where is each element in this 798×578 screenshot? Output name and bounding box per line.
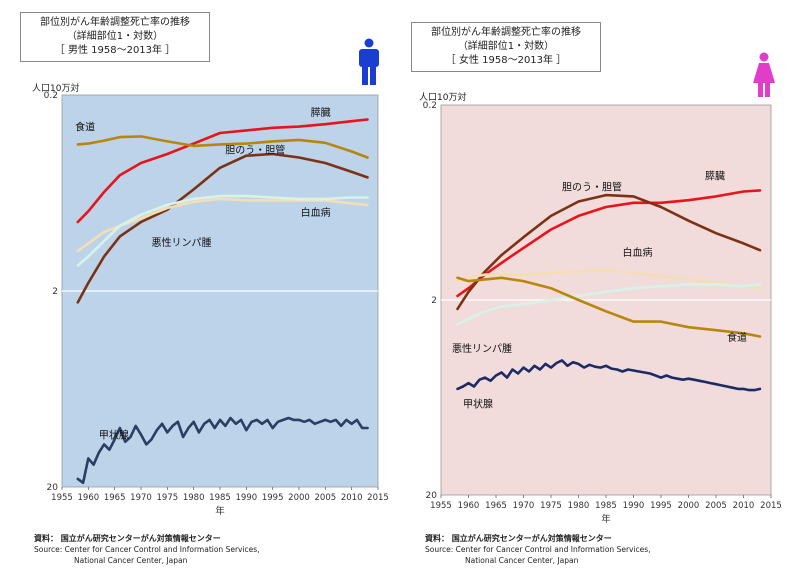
x-tick-label: 1960	[458, 501, 480, 511]
x-tick-label: 1975	[157, 493, 179, 503]
x-tick-label: 1985	[209, 493, 231, 503]
chart-panel-male: 部位別がん年齢調整死亡率の推移 （詳細部位1・対数） ［ 男性 1958～201…	[20, 12, 389, 566]
x-tick-label: 1955	[430, 501, 452, 511]
series-line-甲状腺	[76, 416, 369, 485]
x-tick-label: 1960	[78, 493, 100, 503]
x-tick-label: 2005	[705, 501, 727, 511]
series-label: 白血病	[623, 246, 653, 259]
series-line-食道	[456, 276, 762, 338]
x-axis-label: 年	[601, 513, 611, 525]
series-label: 悪性リンパ腫	[452, 342, 512, 355]
chart-subtitle: （詳細部位1・対数）	[66, 31, 164, 42]
series-line-胆のう・胆管	[456, 193, 762, 311]
series-line-白血病	[456, 268, 762, 290]
x-tick-label: 2000	[678, 501, 700, 511]
female-figure-icon	[753, 52, 775, 97]
series-label: 食道	[75, 120, 95, 133]
y-tick-label: 2	[52, 287, 58, 297]
x-tick-label: 2005	[315, 493, 337, 503]
source-line-1: 資料： 国立がん研究センターがん対策情報センター	[425, 534, 612, 543]
y-tick-label: 0.2	[44, 91, 58, 101]
series-label: 白血病	[301, 206, 331, 219]
chart-subtitle: （詳細部位1・対数）	[457, 41, 555, 52]
x-tick-label: 2010	[341, 493, 363, 503]
x-tick-label: 1995	[262, 493, 284, 503]
series-line-膵臓	[76, 118, 369, 224]
y-tick-label: 0.2	[423, 101, 437, 111]
source-line-3: National Cancer Center, Japan	[74, 556, 188, 565]
x-tick-label: 1970	[130, 493, 152, 503]
x-tick-label: 2010	[733, 501, 755, 511]
series-line-膵臓	[456, 189, 762, 298]
x-tick-label: 1990	[623, 501, 645, 511]
series-label: 甲状腺	[99, 428, 129, 441]
source-line-1: 資料： 国立がん研究センターがん対策情報センター	[34, 534, 221, 543]
x-tick-label: 2015	[760, 501, 782, 511]
x-tick-label: 1980	[568, 501, 590, 511]
series-label: 胆のう・胆管	[562, 180, 622, 193]
x-tick-label: 1985	[595, 501, 617, 511]
x-tick-label: 2000	[288, 493, 310, 503]
series-line-胆のう・胆管	[76, 152, 369, 304]
series-line-食道	[76, 135, 369, 159]
chart-title-box: 部位別がん年齢調整死亡率の推移 （詳細部位1・対数） ［ 女性 1958～201…	[411, 22, 601, 72]
chart-title: 部位別がん年齢調整死亡率の推移	[431, 27, 581, 38]
x-tick-label: 1990	[236, 493, 258, 503]
x-tick-label: 1975	[540, 501, 562, 511]
y-axis-label: 人口10万対	[419, 93, 467, 103]
series-line-甲状腺	[456, 359, 762, 392]
y-tick-label: 20	[47, 483, 59, 493]
series-label: 甲状腺	[463, 398, 493, 411]
x-tick-label: 1995	[650, 501, 672, 511]
series-line-悪性リンパ腫	[76, 197, 369, 253]
chart-panel-female: 部位別がん年齢調整死亡率の推移 （詳細部位1・対数） ［ 女性 1958～201…	[399, 0, 798, 578]
source-note: 資料： 国立がん研究センターがん対策情報センター Source: Center …	[425, 533, 651, 566]
chart-period: ［ 女性 1958～2013年 ］	[445, 55, 567, 66]
x-tick-label: 1965	[485, 501, 507, 511]
y-tick-label: 2	[431, 296, 437, 306]
source-line-2: Source: Center for Cancer Control and In…	[34, 545, 260, 554]
source-note: 資料： 国立がん研究センターがん対策情報センター Source: Center …	[34, 533, 260, 566]
series-label: 膵臓	[705, 171, 725, 183]
chart-title: 部位別がん年齢調整死亡率の推移	[40, 17, 190, 28]
series-label: 食道	[727, 331, 747, 344]
x-tick-label: 2015	[367, 493, 389, 503]
chart-title-box: 部位別がん年齢調整死亡率の推移 （詳細部位1・対数） ［ 男性 1958～201…	[20, 12, 210, 62]
series-line-悪性リンパ腫	[456, 283, 762, 326]
y-tick-label: 20	[426, 491, 438, 501]
series-label: 胆のう・胆管	[225, 144, 285, 157]
x-axis-label: 年	[215, 505, 225, 517]
x-tick-label: 1980	[183, 493, 205, 503]
x-tick-label: 1955	[51, 493, 73, 503]
series-label: 悪性リンパ腫	[152, 236, 212, 249]
x-tick-label: 1965	[104, 493, 126, 503]
series-line-白血病	[76, 194, 369, 267]
series-label: 膵臓	[311, 107, 331, 119]
male-figure-icon	[359, 38, 379, 85]
x-tick-label: 1970	[513, 501, 535, 511]
y-axis-label: 人口10万対	[32, 84, 80, 94]
source-line-3: National Cancer Center, Japan	[465, 556, 579, 565]
chart-svg-male: 20 2 0.2 1955 1960 1965 1970 1975 1980 1985 1990 19…	[44, 91, 389, 517]
chart-period: ［ 男性 1958～2013年 ］	[54, 45, 176, 56]
source-line-2: Source: Center for Cancer Control and In…	[425, 545, 651, 554]
chart-svg-female: 20 2 0.2 1955 1960 1965 1970 1975 1980 1985 1990 19…	[423, 101, 782, 525]
